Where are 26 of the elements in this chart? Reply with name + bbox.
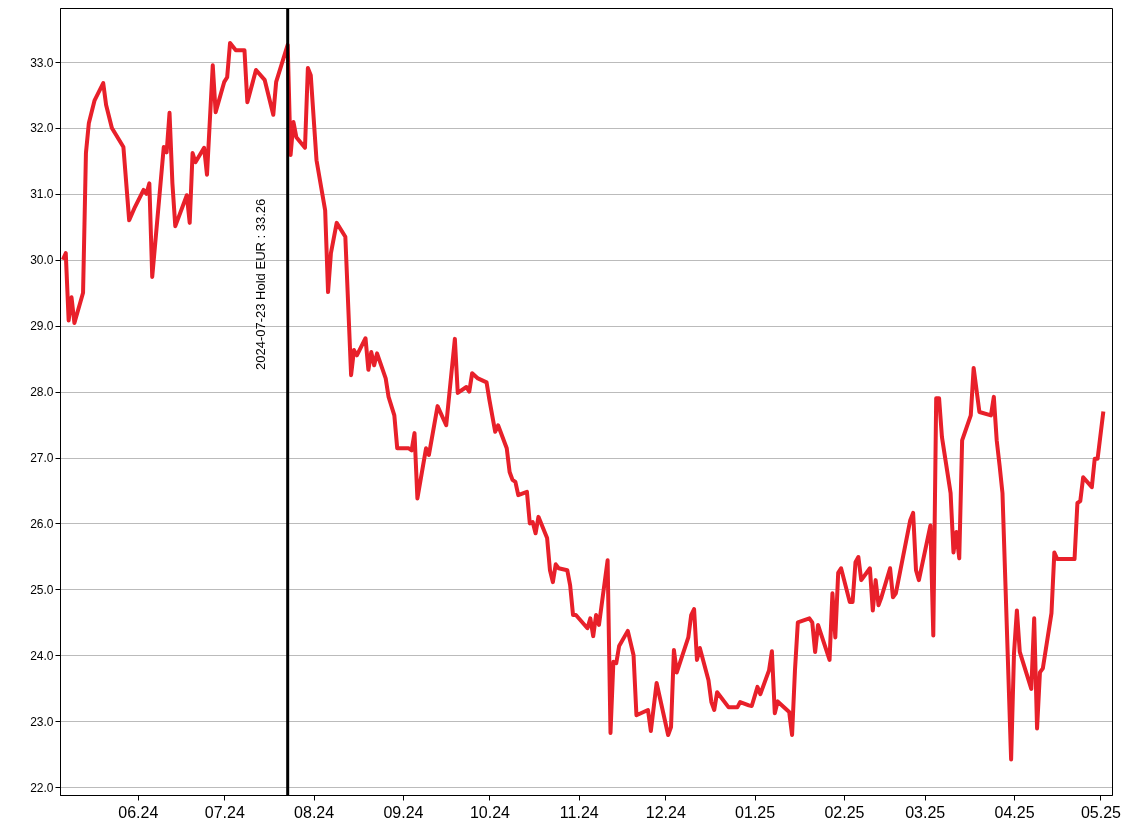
y-tick-label: 23.0 <box>30 714 54 729</box>
x-tick-label: 07.24 <box>204 803 245 821</box>
x-tick-label: 06.24 <box>118 803 159 821</box>
x-tick-label: 03.25 <box>905 803 946 821</box>
x-tick-label: 11.24 <box>559 803 599 821</box>
x-tick-label: 10.24 <box>469 803 511 821</box>
y-tick-label: 24.0 <box>30 648 54 663</box>
x-tick-label: 05.25 <box>1080 803 1122 821</box>
y-tick-label: 25.0 <box>30 582 54 597</box>
y-tick-label: 26.0 <box>30 516 54 531</box>
y-tick-label: 22.0 <box>30 780 54 795</box>
x-tick-label: 01.25 <box>735 803 776 821</box>
x-tick-label: 08.24 <box>294 803 335 821</box>
y-tick-label: 32.0 <box>30 121 54 136</box>
y-tick-label: 33.0 <box>30 55 54 70</box>
line-series <box>60 40 1106 762</box>
x-tick-label: 04.25 <box>994 803 1035 821</box>
y-tick-label: 31.0 <box>30 187 54 202</box>
x-tick-label: 02.25 <box>824 803 865 821</box>
y-tick-label: 30.0 <box>30 253 54 268</box>
ref-line-label: 2024-07-23 Hold EUR : 33.26 <box>252 198 268 370</box>
y-tick-label: 29.0 <box>30 319 54 334</box>
y-tick-label: 27.0 <box>30 451 54 466</box>
x-tick-label: 12.24 <box>645 803 686 821</box>
y-tick-label: 28.0 <box>30 385 54 400</box>
x-tick-label: 09.24 <box>383 803 424 821</box>
